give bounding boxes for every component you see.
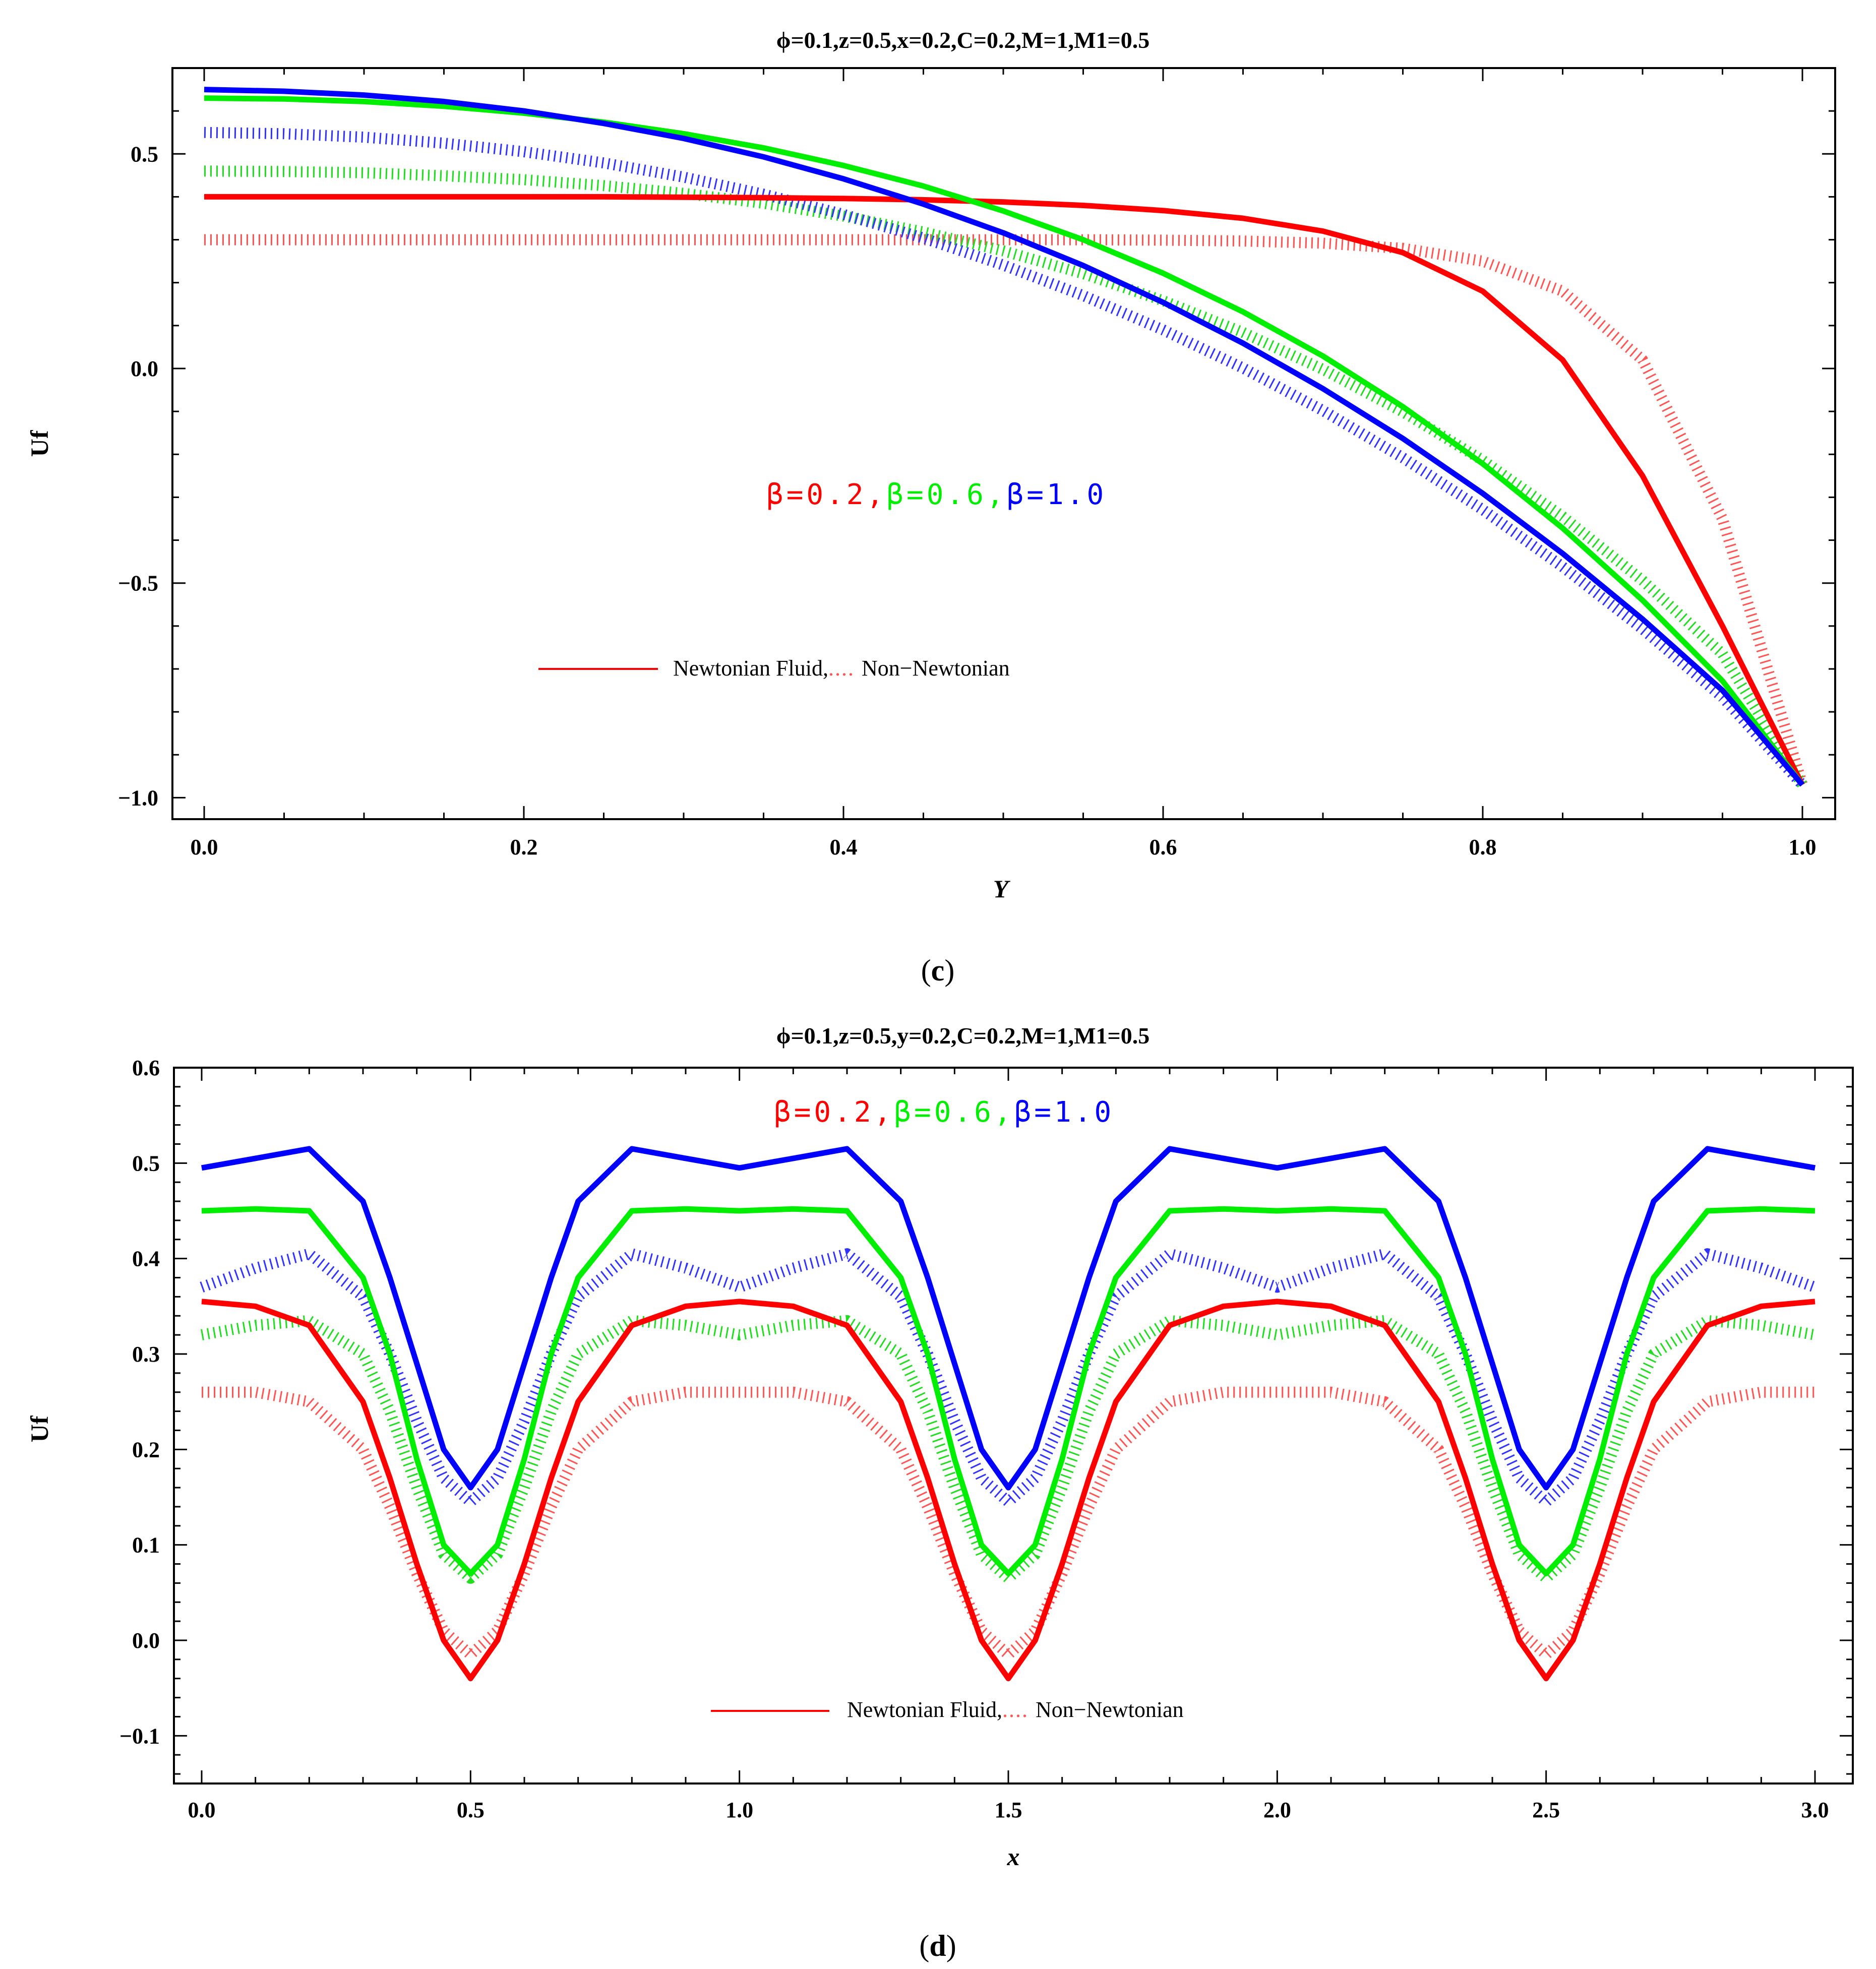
x-tick-label: 0.6 — [1149, 835, 1177, 859]
x-tick-label: 2.5 — [1532, 1798, 1560, 1822]
legend-solid-label: Newtonian Fluid, — [673, 656, 828, 681]
x-tick-label: 1.0 — [1789, 835, 1817, 859]
beta-label-0.2: β=0.2 — [766, 478, 867, 511]
panel-caption-d: (d) — [919, 1929, 956, 1962]
caption-paren: ( — [921, 954, 931, 987]
legend-dotted-swatch: .... — [828, 656, 855, 681]
legend-dotted-label: Non−Newtonian — [1036, 1697, 1184, 1722]
y-tick-label: 0.3 — [132, 1342, 160, 1367]
legend-dotted-swatch: .... — [1002, 1697, 1028, 1722]
y-tick-labels: 0.6 0.5 0.4 0.3 0.2 0.1 0.0 −0.1 — [119, 1056, 160, 1748]
y-tick-label: 0.5 — [131, 142, 158, 166]
series-line--1.0-newtonian — [201, 1146, 1816, 1491]
chart-panel-c: ϕ=0.1,z=0.5,x=0.2,C=0.2,M=1,M1=0.5 0.0 0… — [25, 27, 1836, 987]
y-axis-label: Uf — [25, 429, 53, 457]
beta-separator: , — [874, 1096, 894, 1129]
beta-label-0.6: β=0.6 — [894, 1096, 994, 1129]
x-axis-label: Y — [993, 875, 1011, 903]
plot-frame — [173, 1067, 1854, 1785]
beta-annotation: β=0.2,β=0.6,β=1.0 — [774, 1096, 1114, 1129]
chart-title: ϕ=0.1,z=0.5,x=0.2,C=0.2,M=1,M1=0.5 — [776, 27, 1149, 53]
data-series — [200, 1146, 1817, 1682]
beta-label-1.0: β=1.0 — [1007, 478, 1107, 511]
beta-label-0.2: β=0.2 — [774, 1096, 874, 1129]
series-line--0.6-non-newtonian — [201, 1315, 1816, 1584]
caption-paren: ( — [919, 1929, 929, 1962]
chart-title: ϕ=0.1,z=0.5,y=0.2,C=0.2,M=1,M1=0.5 — [776, 1023, 1149, 1049]
x-axis-label: x — [1007, 1842, 1020, 1871]
series-line--0.6-non-newtonian — [204, 165, 1807, 788]
x-tick-label: 1.0 — [725, 1798, 753, 1822]
chart-panel-d: ϕ=0.1,z=0.5,y=0.2,C=0.2,M=1,M1=0.5 0.0 0… — [25, 1023, 1854, 1962]
x-tick-label: 1.5 — [995, 1798, 1022, 1822]
beta-label-1.0: β=1.0 — [1014, 1096, 1115, 1129]
beta-label-0.6: β=0.6 — [886, 478, 987, 511]
series-line--0.2-newtonian — [201, 1299, 1816, 1682]
legend-label: Newtonian Fluid,.... Non−Newtonian — [847, 1697, 1184, 1722]
y-tick-label: 0.5 — [132, 1151, 160, 1176]
x-tick-label: 0.0 — [188, 1798, 216, 1822]
y-tick-label: 0.4 — [132, 1247, 160, 1271]
beta-separator: , — [987, 478, 1007, 511]
y-tick-label: −1.0 — [118, 785, 158, 810]
series-line--0.2-non-newtonian — [204, 234, 1808, 787]
axis-ticks — [172, 67, 1835, 819]
caption-letter: d — [929, 1929, 946, 1962]
x-tick-label: 0.8 — [1469, 835, 1497, 859]
series-line--1.0-newtonian — [204, 87, 1805, 787]
axis-ticks — [174, 1067, 1853, 1783]
caption-letter: c — [931, 954, 945, 987]
panel-caption-c: (c) — [921, 954, 955, 987]
data-series — [204, 87, 1808, 789]
series-line--0.2-newtonian — [204, 194, 1805, 786]
caption-paren: ) — [946, 1929, 956, 1962]
beta-annotation: β=0.2,β=0.6,β=1.0 — [766, 478, 1107, 511]
legend: Newtonian Fluid,.... Non−Newtonian — [711, 1697, 1184, 1722]
beta-separator: , — [867, 478, 887, 511]
legend-solid-label: Newtonian Fluid, — [847, 1697, 1002, 1722]
legend-label: Newtonian Fluid,.... Non−Newtonian — [673, 656, 1010, 681]
x-tick-label: 2.0 — [1263, 1798, 1291, 1822]
y-tick-label: 0.0 — [131, 356, 158, 381]
series-line--1.0-non-newtonian — [204, 127, 1807, 789]
y-tick-labels: 0.5 0.0 −0.5 −1.0 — [118, 142, 158, 810]
series-line--0.6-newtonian — [204, 95, 1805, 787]
x-tick-labels: 0.0 0.5 1.0 1.5 2.0 2.5 3.0 — [188, 1798, 1829, 1822]
legend-dotted-label: Non−Newtonian — [862, 656, 1010, 681]
x-tick-label: 0.4 — [830, 835, 858, 859]
y-tick-label: 0.0 — [132, 1628, 160, 1653]
y-tick-label: 0.1 — [132, 1533, 160, 1558]
x-tick-label: 3.0 — [1801, 1798, 1829, 1822]
y-tick-label: 0.6 — [132, 1056, 160, 1080]
x-tick-label: 0.0 — [191, 835, 218, 859]
caption-paren: ) — [944, 954, 954, 987]
y-tick-label: −0.5 — [118, 571, 158, 596]
x-tick-labels: 0.0 0.2 0.4 0.6 0.8 1.0 — [191, 835, 1817, 859]
y-tick-label: 0.2 — [132, 1437, 160, 1462]
y-tick-label: −0.1 — [119, 1724, 160, 1748]
x-tick-label: 0.5 — [457, 1798, 485, 1822]
beta-separator: , — [994, 1096, 1014, 1129]
x-tick-label: 0.2 — [510, 835, 538, 859]
series-line--0.6-newtonian — [201, 1206, 1816, 1576]
legend: Newtonian Fluid,.... Non−Newtonian — [538, 656, 1010, 681]
y-axis-label: Uf — [25, 1415, 53, 1442]
